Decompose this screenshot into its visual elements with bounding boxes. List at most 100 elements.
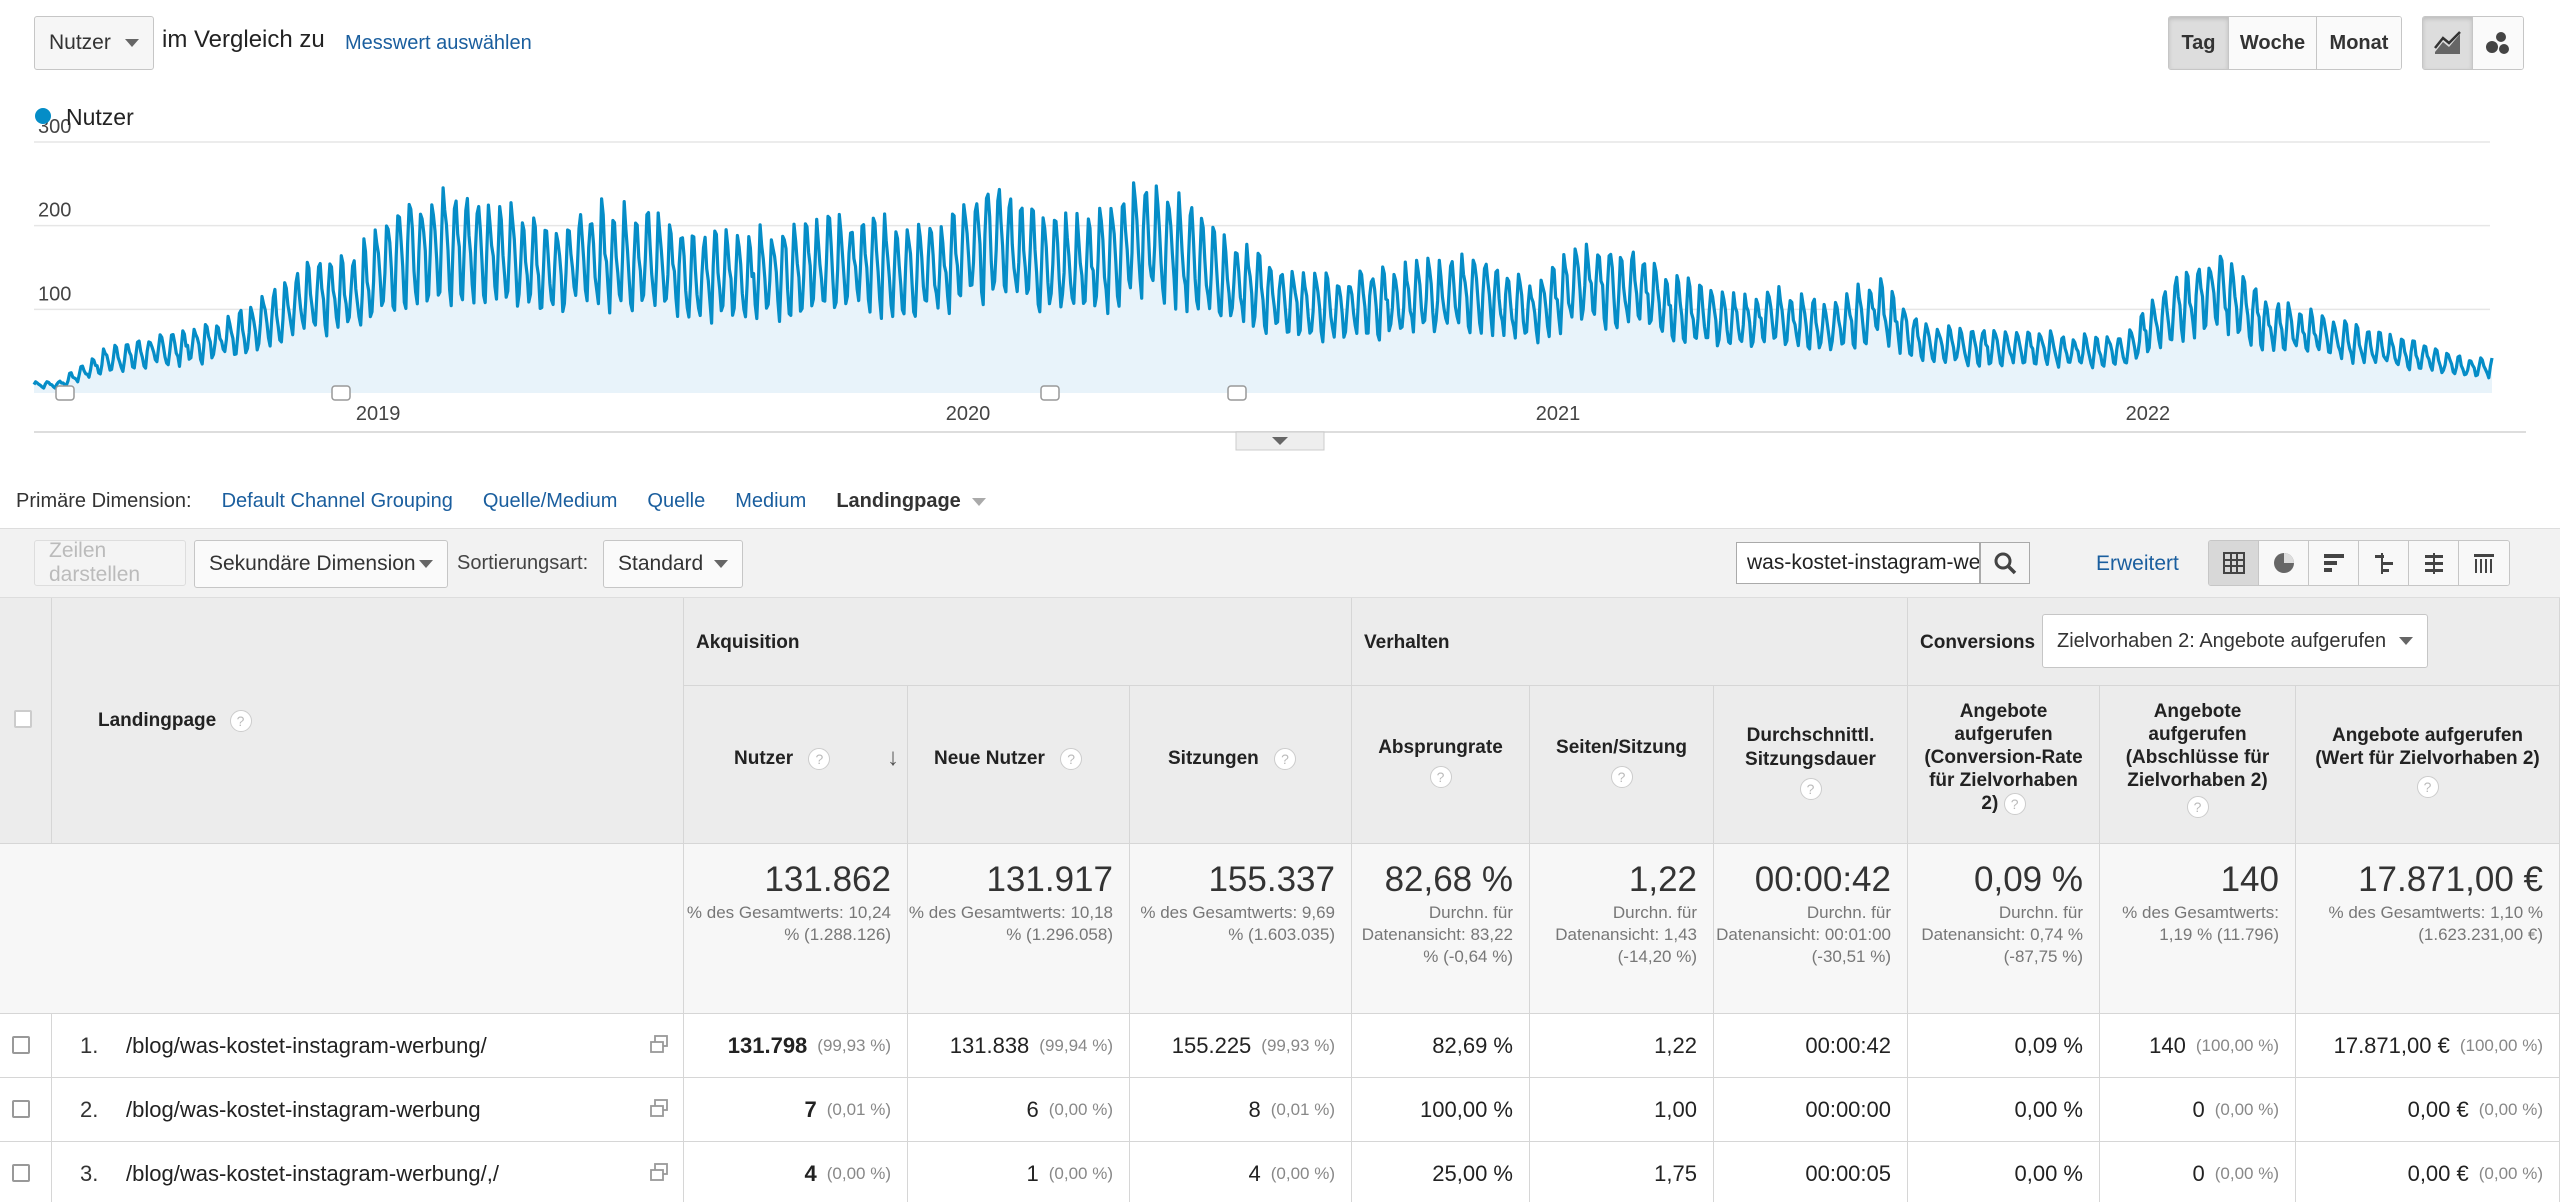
table-cell-new-users: 1 (0,00 %): [908, 1142, 1130, 1202]
total-sessions: 155.337 % des Gesamtwerts: 9,69 % (1.603…: [1130, 844, 1352, 1014]
sort-desc-icon: ↓: [887, 744, 899, 771]
total-duration-value: 00:00:42: [1754, 860, 1891, 899]
help-icon[interactable]: ?: [1610, 766, 1633, 788]
total-new-users-note: % des Gesamtwerts: 10,18 % (1.296.058): [908, 903, 1113, 944]
col-value-header[interactable]: Angebote aufgerufen (Wert für Zielvorhab…: [2296, 686, 2560, 844]
total-value: 17.871,00 € % des Gesamtwerts: 1,10 % (1…: [2296, 844, 2560, 1014]
cell-percent: (0,01 %): [1270, 1099, 1335, 1119]
period-month-button[interactable]: Monat: [2317, 17, 2401, 69]
help-icon[interactable]: ?: [1060, 748, 1083, 770]
total-completions-note: % des Gesamtwerts: 1,19 % (11.796): [2122, 903, 2279, 944]
advanced-link[interactable]: Erweitert: [2096, 552, 2179, 575]
expand-annotations-button[interactable]: [1235, 431, 1325, 451]
col-conv-rate-label: Angebote aufgerufen (Conversion-Rate für…: [1924, 701, 2083, 814]
legend-label: Nutzer: [66, 104, 134, 130]
select-all-checkbox[interactable]: [14, 710, 32, 728]
col-sessions-label: Sitzungen: [1168, 748, 1259, 769]
landingpage-header[interactable]: Landingpage ?: [52, 598, 684, 844]
col-new-users-header[interactable]: Neue Nutzer ?: [908, 686, 1130, 844]
help-icon[interactable]: ?: [229, 710, 252, 732]
period-week-button[interactable]: Woche: [2229, 17, 2317, 69]
select-metric-link[interactable]: Messwert auswählen: [345, 32, 532, 54]
dimension-source[interactable]: Quelle: [647, 490, 706, 512]
landingpage-link[interactable]: /blog/was-kostet-instagram-werbung: [126, 1096, 481, 1122]
sort-select[interactable]: Standard: [603, 540, 743, 588]
dimension-source-medium[interactable]: Quelle/Medium: [482, 490, 618, 512]
select-all-cell: [0, 598, 52, 844]
metric-select[interactable]: Nutzer: [34, 16, 154, 70]
cell-value: 25,00 %: [1432, 1160, 1513, 1186]
period-day-button[interactable]: Tag: [2169, 17, 2229, 69]
view-term-cloud-button[interactable]: [2409, 541, 2459, 585]
landingpage-link[interactable]: /blog/was-kostet-instagram-werbung/: [126, 1032, 487, 1058]
table-cell-duration: 00:00:42: [1714, 1014, 1908, 1078]
col-duration-header[interactable]: Durchschnittl. Sitzungsdauer ?: [1714, 686, 1908, 844]
help-icon[interactable]: ?: [1429, 766, 1452, 788]
annotation-marker[interactable]: [55, 385, 75, 401]
table-cell-conv-rate: 0,00 %: [1908, 1078, 2100, 1142]
cell-value: 0,00 %: [2014, 1096, 2084, 1122]
col-completions-header[interactable]: Angebote aufgerufen (Abschlüsse für Ziel…: [2100, 686, 2296, 844]
show-rows-button[interactable]: Zeilen darstellen: [34, 539, 186, 586]
dimension-default-channel[interactable]: Default Channel Grouping: [221, 490, 453, 512]
open-page-icon[interactable]: [649, 1034, 669, 1054]
cell-value: 82,69 %: [1432, 1032, 1513, 1058]
dimension-medium[interactable]: Medium: [735, 490, 807, 512]
dimension-landingpage[interactable]: Landingpage: [836, 490, 987, 513]
row-checkbox[interactable]: [12, 1164, 30, 1182]
col-pages-header[interactable]: Seiten/Sitzung ?: [1530, 686, 1714, 844]
row-checkbox[interactable]: [12, 1036, 30, 1054]
total-completions-value: 140: [2220, 860, 2279, 899]
table-cell-value: 0,00 € (0,00 %): [2296, 1078, 2560, 1142]
goal-select[interactable]: Zielvorhaben 2: Angebote aufgerufen: [2042, 614, 2428, 668]
col-conv-rate-header[interactable]: Angebote aufgerufen (Conversion-Rate für…: [1908, 686, 2100, 844]
view-table-button[interactable]: [2209, 541, 2259, 585]
help-icon[interactable]: ?: [2416, 776, 2439, 798]
view-comparison-button[interactable]: [2359, 541, 2409, 585]
annotation-marker[interactable]: [1227, 385, 1247, 401]
pivot-table-icon: [2474, 554, 2494, 573]
cell-value: 8: [1248, 1096, 1261, 1122]
table-search-input[interactable]: was-kostet-instagram-wer: [1736, 542, 1980, 584]
open-page-icon[interactable]: [649, 1098, 669, 1118]
help-icon[interactable]: ?: [2003, 793, 2026, 815]
landingpage-link[interactable]: /blog/was-kostet-instagram-werbung/,/: [126, 1160, 499, 1186]
bubbles-icon: [2486, 32, 2509, 54]
col-users-header[interactable]: Nutzer ? ↓: [684, 686, 908, 844]
annotation-markers[interactable]: [55, 385, 1247, 401]
table-cell-completions: 140 (100,00 %): [2100, 1014, 2296, 1078]
total-new-users: 131.917 % des Gesamtwerts: 10,18 % (1.29…: [908, 844, 1130, 1014]
line-chart-button[interactable]: [2423, 17, 2473, 69]
total-conv-rate-value: 0,09 %: [1974, 860, 2083, 899]
annotation-marker[interactable]: [1040, 385, 1060, 401]
col-bounce-header[interactable]: Absprungrate ?: [1352, 686, 1530, 844]
search-button[interactable]: [1980, 542, 2030, 584]
cell-percent: (0,00 %): [1270, 1163, 1335, 1183]
table-cell-duration: 00:00:05: [1714, 1142, 1908, 1202]
chevron-down-icon: [419, 560, 433, 568]
table-row-dimension: 3. /blog/was-kostet-instagram-werbung/,/: [52, 1142, 684, 1202]
row-checkbox[interactable]: [12, 1100, 30, 1118]
help-icon[interactable]: ?: [2186, 796, 2209, 818]
row-checkbox-cell: [0, 1142, 52, 1202]
motion-chart-button[interactable]: [2473, 17, 2523, 69]
goal-select-label: Zielvorhaben 2: Angebote aufgerufen: [2057, 629, 2387, 652]
secondary-dimension-select[interactable]: Sekundäre Dimension: [194, 540, 448, 588]
help-icon[interactable]: ?: [1799, 778, 1822, 800]
help-icon[interactable]: ?: [1274, 748, 1297, 770]
view-pie-button[interactable]: [2259, 541, 2309, 585]
view-performance-button[interactable]: [2309, 541, 2359, 585]
open-page-icon[interactable]: [649, 1162, 669, 1182]
table-cell-pages: 1,00: [1530, 1078, 1714, 1142]
annotation-marker[interactable]: [331, 385, 351, 401]
metric-select-label: Nutzer: [49, 31, 111, 54]
col-bounce-label: Absprungrate: [1378, 737, 1503, 758]
table-cell-new-users: 131.838 (99,94 %): [908, 1014, 1130, 1078]
table-cell-sessions: 155.225 (99,93 %): [1130, 1014, 1352, 1078]
chevron-down-icon: [972, 497, 987, 506]
help-icon[interactable]: ?: [808, 748, 831, 770]
view-pivot-button[interactable]: [2459, 541, 2509, 585]
show-rows-label: Zeilen darstellen: [49, 539, 141, 586]
col-sessions-header[interactable]: Sitzungen ?: [1130, 686, 1352, 844]
